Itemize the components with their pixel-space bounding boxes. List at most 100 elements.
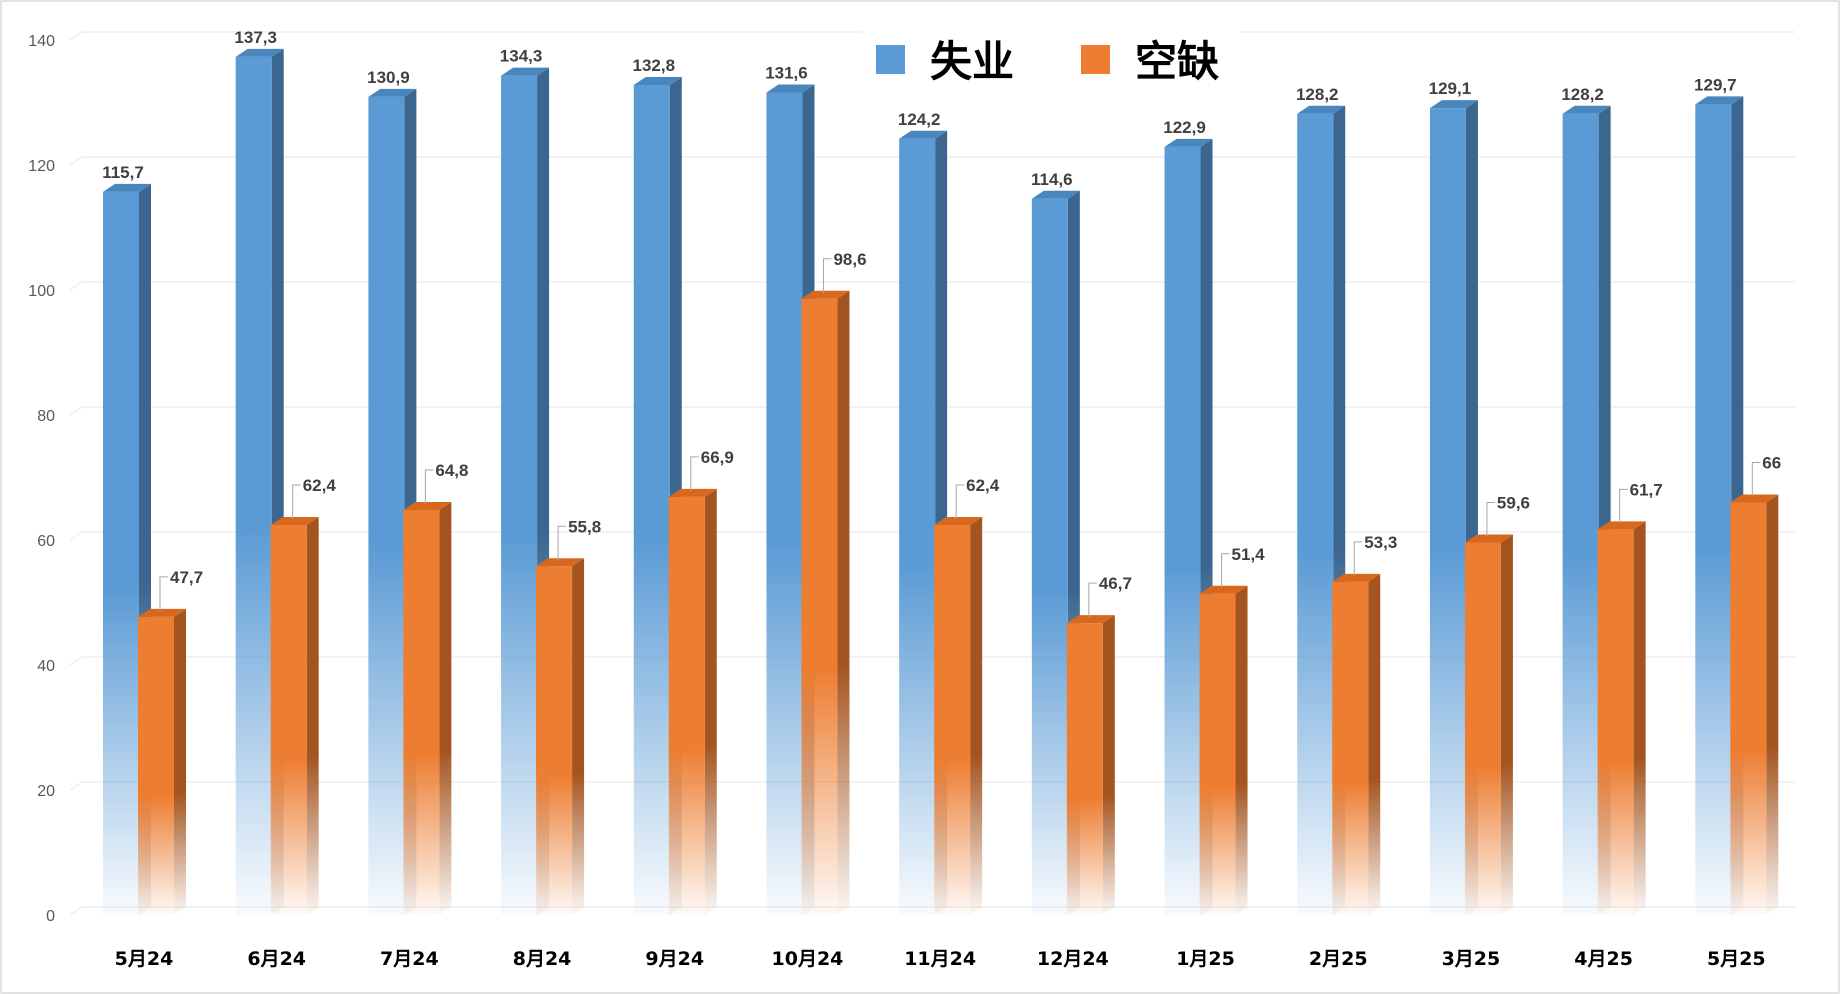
bar-side-vacancy [174, 608, 186, 915]
bar-front-unemployment [501, 75, 538, 915]
bars [103, 48, 1779, 915]
data-label-unemployment: 128,2 [1296, 85, 1339, 104]
leader-line [1486, 502, 1495, 537]
bar-front-vacancy [801, 298, 838, 915]
leader-line [1221, 553, 1230, 588]
bar-side-vacancy [1500, 534, 1513, 915]
data-labels: 115,7 47,7 137,3 62,4 130,9 64,8 134,3 55,8 132,… [102, 28, 1781, 618]
leader-line [955, 484, 965, 519]
x-tick-label: 9月24 [645, 948, 704, 970]
bar-top-vacancy [668, 488, 717, 497]
data-label-unemployment: 124,2 [898, 110, 941, 129]
bar-top-unemployment [1562, 105, 1611, 114]
bar-top-vacancy [1332, 573, 1381, 582]
bar-front-unemployment [1297, 113, 1334, 915]
bar-top-unemployment [766, 84, 815, 93]
data-label-vacancy: 51,4 [1232, 545, 1266, 564]
legend: 失业 空缺 [862, 30, 1240, 94]
x-tick-label: 4月25 [1574, 948, 1633, 970]
x-tick-label: 6月24 [247, 948, 306, 970]
bar-top-unemployment [1429, 100, 1478, 109]
bar-side-vacancy [306, 517, 319, 915]
gridline-depth [69, 906, 83, 916]
x-tick-label: 7月24 [380, 948, 439, 970]
data-label-vacancy: 55,8 [568, 517, 601, 536]
bar-top-unemployment [1695, 96, 1744, 105]
bar-top-unemployment [1297, 105, 1346, 114]
bar-top-vacancy [1730, 494, 1779, 503]
leader-line [292, 484, 301, 519]
y-tick-label: 0 [46, 908, 55, 925]
legend-background [862, 30, 1240, 94]
bar-side-vacancy [572, 558, 585, 915]
data-label-unemployment: 131,6 [765, 64, 808, 83]
bar-front-vacancy [1066, 623, 1103, 915]
bar-front-vacancy [1199, 593, 1236, 915]
bar-front-unemployment [103, 191, 139, 915]
bar-top-vacancy [934, 517, 983, 525]
bar-side-vacancy [439, 502, 452, 915]
bar-front-unemployment [235, 56, 272, 915]
gridline-depth [69, 281, 83, 291]
gridline-depth [69, 781, 83, 791]
bar-side-vacancy [1633, 521, 1646, 915]
bar-front-unemployment [368, 96, 405, 915]
bar-front-vacancy [1597, 529, 1634, 915]
leader-line [1353, 541, 1363, 576]
bar-front-unemployment [766, 92, 803, 915]
bar-top-unemployment [1164, 138, 1213, 147]
bar-vacancy [1597, 521, 1646, 915]
leader-line [822, 258, 832, 293]
leader-line [557, 525, 567, 561]
bar-front-unemployment [1562, 113, 1599, 915]
bar-vacancy [1464, 534, 1513, 915]
x-tick-label: 8月24 [513, 948, 572, 970]
data-label-unemployment: 132,8 [632, 56, 675, 75]
y-axis: 0 20 40 60 80 100 120 140 [28, 33, 55, 925]
gridline-depth [69, 31, 83, 41]
gridline-depth [69, 156, 83, 166]
x-tick-label: 2月25 [1309, 948, 1368, 970]
legend-label-unemployment: 失业 [930, 37, 1014, 86]
bar-vacancy [801, 290, 850, 915]
data-label-vacancy: 64,8 [435, 461, 468, 480]
x-tick-label: 1月25 [1176, 948, 1235, 970]
bar-side-vacancy [704, 488, 717, 915]
y-tick-label: 20 [37, 783, 55, 800]
bar-top-unemployment [1031, 190, 1080, 199]
bar-front-vacancy [668, 496, 705, 915]
bar-top-vacancy [536, 558, 585, 567]
y-tick-label: 40 [37, 658, 55, 675]
bar-front-vacancy [934, 525, 971, 915]
x-tick-label: 11月24 [904, 948, 976, 970]
data-label-vacancy: 46,7 [1099, 574, 1132, 593]
data-label-vacancy: 98,6 [833, 250, 866, 269]
x-tick-label: 3月25 [1442, 948, 1501, 970]
bar-front-unemployment [633, 85, 670, 915]
leader-line [424, 469, 434, 504]
x-tick-label: 5月25 [1707, 948, 1766, 970]
x-axis: 5月24 6月24 7月24 8月24 9月24 10月24 11月24 12月24 1月25 2… [115, 948, 1766, 970]
bar-front-vacancy [270, 525, 307, 915]
bar-top-vacancy [801, 290, 850, 299]
bar-front-vacancy [1464, 542, 1501, 915]
bar-side-vacancy [1368, 573, 1381, 915]
bar-top-unemployment [501, 67, 550, 76]
legend-label-vacancy: 空缺 [1135, 37, 1219, 86]
bar-top-unemployment [103, 183, 151, 192]
data-label-vacancy: 66 [1762, 454, 1781, 473]
bar-top-vacancy [403, 502, 452, 510]
bar-vacancy [1730, 494, 1779, 915]
leader-line [690, 456, 699, 491]
bar-top-unemployment [633, 77, 682, 85]
y-tick-label: 60 [37, 533, 55, 550]
data-label-unemployment: 115,7 [102, 163, 144, 182]
data-label-unemployment: 137,3 [234, 28, 277, 47]
data-label-vacancy: 62,4 [966, 476, 1000, 495]
bar-unemployment [1164, 138, 1213, 915]
bar-front-vacancy [403, 510, 440, 915]
bar-top-unemployment [368, 88, 417, 97]
bar-vacancy [934, 517, 983, 915]
